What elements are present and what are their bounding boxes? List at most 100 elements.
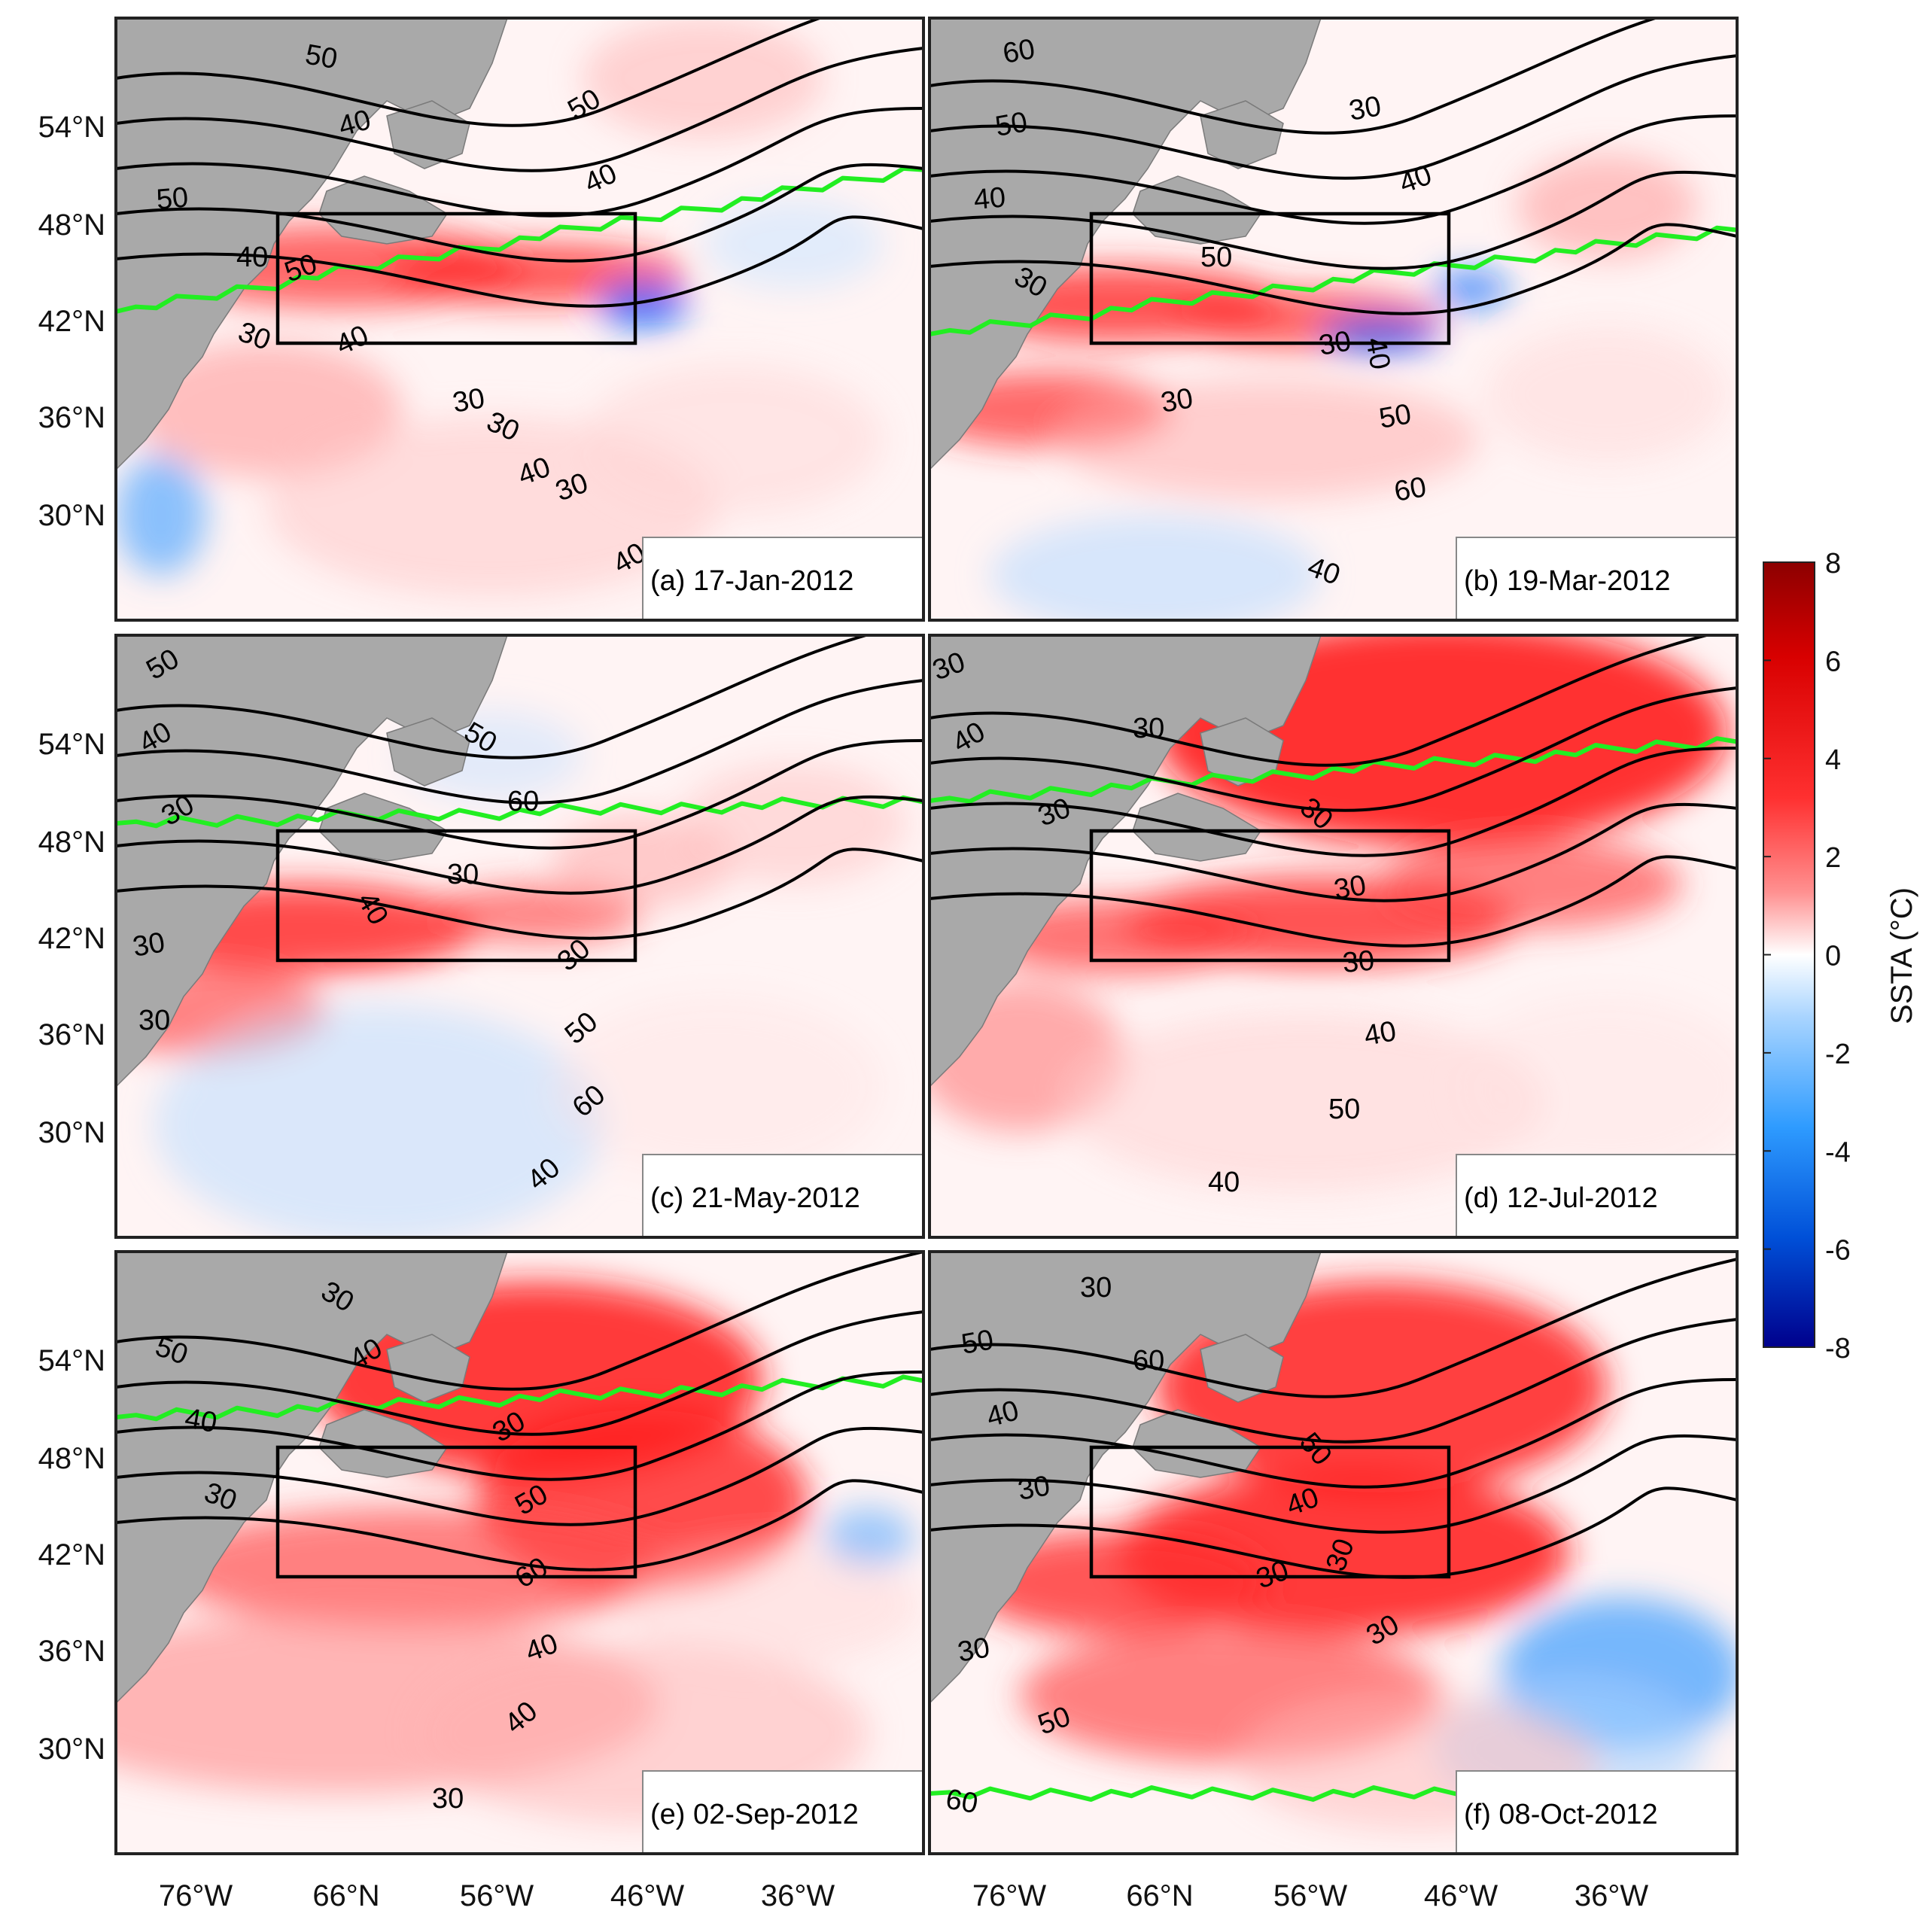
contour-label: 30 bbox=[1158, 382, 1195, 419]
latitude-tick-label: 30°N bbox=[38, 499, 105, 532]
contour-line bbox=[116, 215, 923, 308]
contour-lines bbox=[930, 1258, 1737, 1579]
longitude-tick-label: 46°W bbox=[610, 1879, 684, 1912]
anomaly-patch bbox=[620, 1545, 921, 1666]
svg-text:(e) 02-Sep-2012: (e) 02-Sep-2012 bbox=[650, 1799, 859, 1830]
anomaly-patch bbox=[990, 515, 1321, 620]
contour-label: 30 bbox=[1133, 713, 1164, 744]
anomaly-patch bbox=[1057, 379, 1479, 500]
latitude-tick-label: 42°N bbox=[38, 305, 105, 338]
colorbar-tick-label: -8 bbox=[1825, 1333, 1851, 1365]
contour-line bbox=[116, 107, 923, 218]
island bbox=[1132, 175, 1262, 245]
contour-line bbox=[930, 1318, 1737, 1444]
island bbox=[318, 793, 449, 862]
study-region-box bbox=[1089, 1445, 1451, 1579]
colorbar-gradient bbox=[1763, 561, 1815, 1348]
contour-lines bbox=[116, 635, 923, 940]
island bbox=[1132, 793, 1262, 862]
panel-frame bbox=[928, 1250, 1739, 1855]
anomaly-patch bbox=[598, 281, 688, 327]
contour-label: 50 bbox=[155, 181, 190, 216]
contour-label: 40 bbox=[972, 181, 1007, 216]
contour-label: 30 bbox=[1346, 90, 1383, 127]
contour-label: 50 bbox=[303, 39, 339, 76]
contour-lines bbox=[930, 18, 1737, 315]
landmass bbox=[930, 18, 1322, 471]
contour-line bbox=[116, 847, 923, 940]
contour-line bbox=[116, 18, 824, 127]
island bbox=[386, 1334, 470, 1403]
contour-line bbox=[116, 679, 923, 805]
panel-frame bbox=[114, 17, 925, 622]
latitude-tick-label: 42°N bbox=[38, 922, 105, 955]
contour-lines bbox=[116, 1252, 923, 1571]
latitude-tick-label: 30°N bbox=[38, 1116, 105, 1149]
axes: 54°N 48°N 42°N 36°N 30°N 54°N 48°N 42°N 36°N 30°N… bbox=[38, 111, 1649, 1912]
longitude-tick-label: 56°W bbox=[460, 1879, 534, 1912]
study-region-box bbox=[275, 211, 637, 345]
contour-label: 60 bbox=[943, 1784, 980, 1821]
contour-label: 40 bbox=[1208, 1167, 1240, 1198]
longitude-tick-label: 76°W bbox=[972, 1879, 1046, 1912]
contour-line bbox=[116, 795, 923, 895]
contour-line bbox=[930, 1258, 1737, 1398]
contour-line bbox=[116, 1371, 923, 1481]
colorbar-tick-label: 0 bbox=[1825, 941, 1841, 972]
latitude-tick-label: 54°N bbox=[38, 1344, 105, 1377]
study-region-box bbox=[275, 829, 637, 963]
contour-label: 30 bbox=[138, 1005, 170, 1036]
latitude-tick-label: 54°N bbox=[38, 728, 105, 761]
contour-label: 40 bbox=[1359, 335, 1396, 372]
latitude-tick-label: 48°N bbox=[38, 1442, 105, 1475]
contour-label: 50 bbox=[1328, 1094, 1360, 1125]
anomaly-patch bbox=[967, 1530, 1268, 1635]
panel-frame bbox=[928, 17, 1739, 622]
contour-line bbox=[930, 1486, 1737, 1579]
anomaly-patch bbox=[1456, 996, 1737, 1177]
green-front-line bbox=[116, 1374, 923, 1422]
anomaly-patch bbox=[583, 18, 823, 138]
landmass bbox=[116, 635, 508, 1088]
anomaly-patch bbox=[1486, 327, 1727, 462]
contour-label: 30 bbox=[1316, 325, 1353, 362]
contour-label: 40 bbox=[1362, 1015, 1398, 1052]
island bbox=[1200, 1334, 1284, 1403]
contour-line bbox=[930, 1434, 1737, 1534]
contour-lines bbox=[116, 18, 923, 308]
anomaly-patch bbox=[1065, 1012, 1547, 1192]
green-front-line bbox=[116, 795, 923, 829]
landmass bbox=[116, 18, 508, 471]
contour-line bbox=[930, 855, 1737, 948]
longitude-tick-label: 66°N bbox=[312, 1879, 379, 1912]
latitude-tick-label: 48°N bbox=[38, 208, 105, 242]
colorbar-tick-label: -6 bbox=[1825, 1235, 1851, 1267]
anomaly-patch bbox=[432, 884, 643, 944]
contour-line bbox=[930, 223, 1737, 315]
colorbar-tick-label: 4 bbox=[1825, 744, 1841, 776]
landmass bbox=[930, 635, 1322, 1088]
panel-date-label: (c) 21-May-2012 bbox=[642, 1154, 924, 1238]
contour-label: 60 bbox=[507, 786, 539, 817]
panel-frame bbox=[928, 634, 1739, 1239]
svg-text:(f) 08-Oct-2012: (f) 08-Oct-2012 bbox=[1464, 1799, 1658, 1830]
contour-label: 30 bbox=[447, 859, 479, 890]
green-front-line bbox=[930, 225, 1737, 336]
contour-label: 30 bbox=[1080, 1272, 1112, 1304]
contour-label: 60 bbox=[1133, 1345, 1164, 1377]
contour-label: 30 bbox=[1331, 869, 1368, 906]
longitude-tick-label: 36°W bbox=[761, 1879, 835, 1912]
svg-text:(a) 17-Jan-2012: (a) 17-Jan-2012 bbox=[650, 565, 853, 597]
study-region-box bbox=[275, 1445, 637, 1579]
contour-label: 60 bbox=[1000, 33, 1037, 70]
contour-label: 30 bbox=[955, 1632, 992, 1669]
contour-line bbox=[930, 635, 1713, 767]
contour-line bbox=[930, 170, 1737, 270]
panel-frame bbox=[114, 1250, 925, 1855]
anomaly-patch bbox=[161, 1508, 673, 1628]
